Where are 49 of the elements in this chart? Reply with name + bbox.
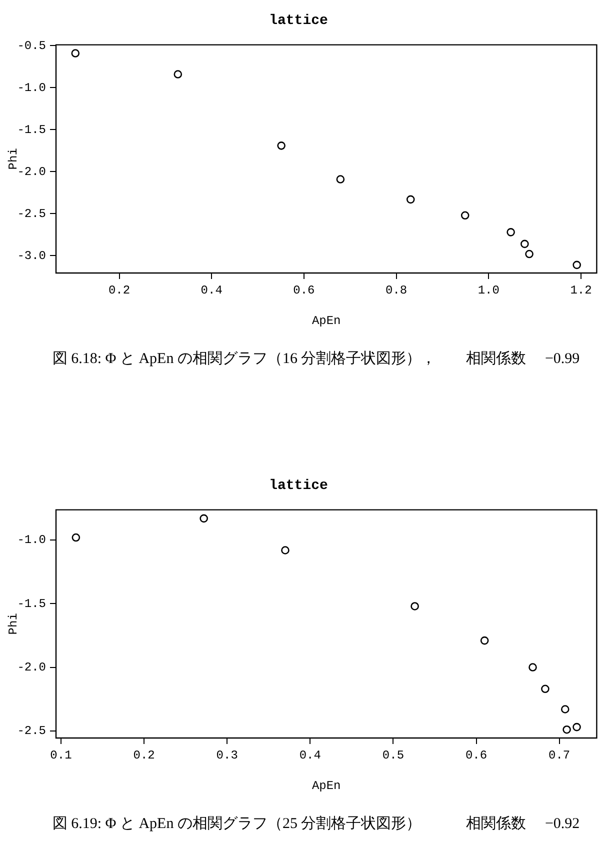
- y-tick-label: -2.0: [17, 660, 46, 674]
- x-tick-label: 1.2: [570, 283, 592, 298]
- y-tick-label: -2.5: [17, 206, 46, 221]
- point: [460, 211, 470, 220]
- point: [562, 725, 571, 734]
- point: [506, 228, 515, 236]
- point: [406, 195, 415, 204]
- point: [410, 602, 419, 610]
- x-tick-label: 0.7: [548, 748, 570, 762]
- point: [71, 49, 80, 58]
- point: [541, 684, 550, 694]
- y-tick-label: -1.0: [17, 533, 46, 548]
- point: [281, 546, 290, 554]
- caption: 図 6.19: Φ と ApEn の相関グラフ（25 分割格子状図形） 相関係数 −0.92: [51, 814, 581, 834]
- x-axis-title: ApEn: [312, 314, 341, 328]
- point: [572, 260, 581, 270]
- y-tick-label: -3.0: [17, 248, 46, 263]
- point: [277, 142, 286, 150]
- point: [72, 533, 80, 542]
- point: [560, 705, 570, 714]
- y-tick-label: -2.5: [17, 724, 46, 738]
- x-tick-label: 1.0: [478, 283, 500, 298]
- x-tick-label: 0.4: [200, 283, 222, 298]
- y-tick-label: -0.5: [17, 38, 46, 53]
- point: [336, 175, 345, 184]
- point: [520, 240, 529, 248]
- x-tick-label: 0.4: [299, 748, 321, 762]
- chart-title: lattice: [269, 478, 328, 494]
- y-tick-label: -1.0: [17, 80, 46, 95]
- point: [525, 250, 534, 258]
- point: [572, 722, 581, 732]
- y-axis-title: Phi: [6, 613, 20, 635]
- x-tick-label: 0.8: [386, 283, 408, 298]
- point: [528, 663, 537, 672]
- x-axis-title: ApEn: [312, 778, 341, 793]
- x-tick-label: 0.2: [133, 748, 155, 762]
- point: [200, 514, 208, 523]
- y-tick-label: -1.5: [17, 596, 46, 611]
- x-tick-label: 0.6: [293, 283, 315, 298]
- chart-title: lattice: [269, 12, 328, 29]
- x-tick-label: 0.5: [382, 748, 404, 762]
- y-tick-label: -1.5: [17, 122, 46, 137]
- x-tick-label: 0.6: [465, 748, 488, 762]
- point: [174, 70, 182, 78]
- x-tick-label: 0.3: [216, 748, 238, 762]
- x-tick-label: 0.1: [50, 748, 72, 762]
- caption: 図 6.18: Φ と ApEn の相関グラフ（16 分割格子状図形）， 相関係数 −0.99: [51, 350, 581, 369]
- point: [480, 636, 489, 645]
- x-tick-label: 0.2: [108, 283, 130, 298]
